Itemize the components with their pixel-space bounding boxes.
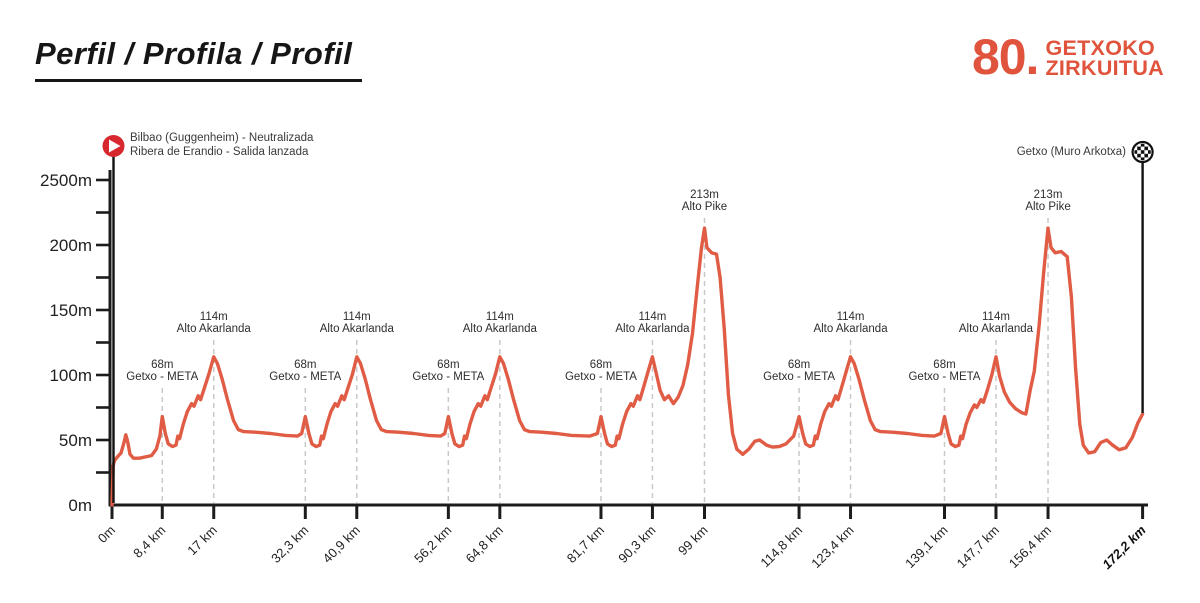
x-tick-label: 81,7 km xyxy=(564,523,607,566)
y-tick-label: 100m xyxy=(49,366,92,385)
y-tick-label: 0m xyxy=(68,496,92,515)
x-tick-label: 0m xyxy=(95,523,118,546)
race-logo-number: 80. xyxy=(971,29,1040,85)
start-marker-label: Bilbao (Guggenheim) - Neutralizada Riber… xyxy=(130,132,313,159)
annotation-meta: 68m Getxo - META xyxy=(908,359,980,383)
y-tick-label: 200m xyxy=(49,236,92,255)
x-tick-label: 17 km xyxy=(184,523,220,559)
annotation-akarlanda: 114m Alto Akarlanda xyxy=(320,311,395,335)
finish-marker-label: Getxo (Muro Arkotxa) xyxy=(1016,146,1126,158)
race-logo-name-line2: ZIRKUITUA xyxy=(1045,55,1164,80)
x-tick-label: 156,4 km xyxy=(1006,523,1054,571)
annotation-akarlanda: 114m Alto Akarlanda xyxy=(615,311,690,335)
annotation-meta: 68m Getxo - META xyxy=(412,359,484,383)
annotation-pike: 213m Alto Pike xyxy=(1025,189,1070,213)
x-tick-label: 99 km xyxy=(675,523,711,559)
play-triangle-icon xyxy=(109,139,121,153)
x-tick-label: 139,1 km xyxy=(902,523,950,571)
annotation-akarlanda: 114m Alto Akarlanda xyxy=(177,311,252,335)
page-title: Perfil / Profila / Profil xyxy=(35,36,363,82)
race-logo-name: GETXOKO ZIRKUITUA xyxy=(1045,36,1164,80)
race-logo: 80. GETXOKO ZIRKUITUA xyxy=(971,29,1164,85)
x-tick-label: 114,8 km xyxy=(757,523,805,571)
x-tick-label: 40,9 km xyxy=(320,523,363,566)
start-marker-line2: Ribera de Erandio - Salida lanzada xyxy=(130,145,309,158)
x-tick-label: 64,8 km xyxy=(463,523,506,566)
start-marker-line1: Bilbao (Guggenheim) - Neutralizada xyxy=(130,132,314,144)
x-tick-label: 123,4 km xyxy=(808,523,856,571)
x-tick-label: 172,2 km xyxy=(1099,522,1149,572)
race-logo-name-line1: GETXOKO xyxy=(1045,36,1156,60)
annotation-meta: 68m Getxo - META xyxy=(269,359,341,383)
annotation-meta: 68m Getxo - META xyxy=(565,359,637,383)
x-tick-label: 147,7 km xyxy=(954,523,1002,571)
annotation-meta: 68m Getxo - META xyxy=(763,359,835,383)
annotation-pike: 213m Alto Pike xyxy=(682,189,727,213)
y-tick-label: 50m xyxy=(59,431,92,450)
y-tick-label: 2500m xyxy=(40,171,92,190)
x-tick-label: 56,2 km xyxy=(411,523,454,566)
annotation-akarlanda: 114m Alto Akarlanda xyxy=(813,311,888,335)
y-tick-label: 150m xyxy=(49,301,92,320)
annotation-meta: 68m Getxo - META xyxy=(126,359,198,383)
annotation-akarlanda: 114m Alto Akarlanda xyxy=(463,311,538,335)
elevation-profile-line xyxy=(110,226,1145,507)
x-tick-label: 8,4 km xyxy=(130,523,168,561)
x-tick-label: 90,3 km xyxy=(615,523,658,566)
annotation-akarlanda: 114m Alto Akarlanda xyxy=(959,311,1034,335)
x-tick-label: 32,3 km xyxy=(268,523,311,566)
